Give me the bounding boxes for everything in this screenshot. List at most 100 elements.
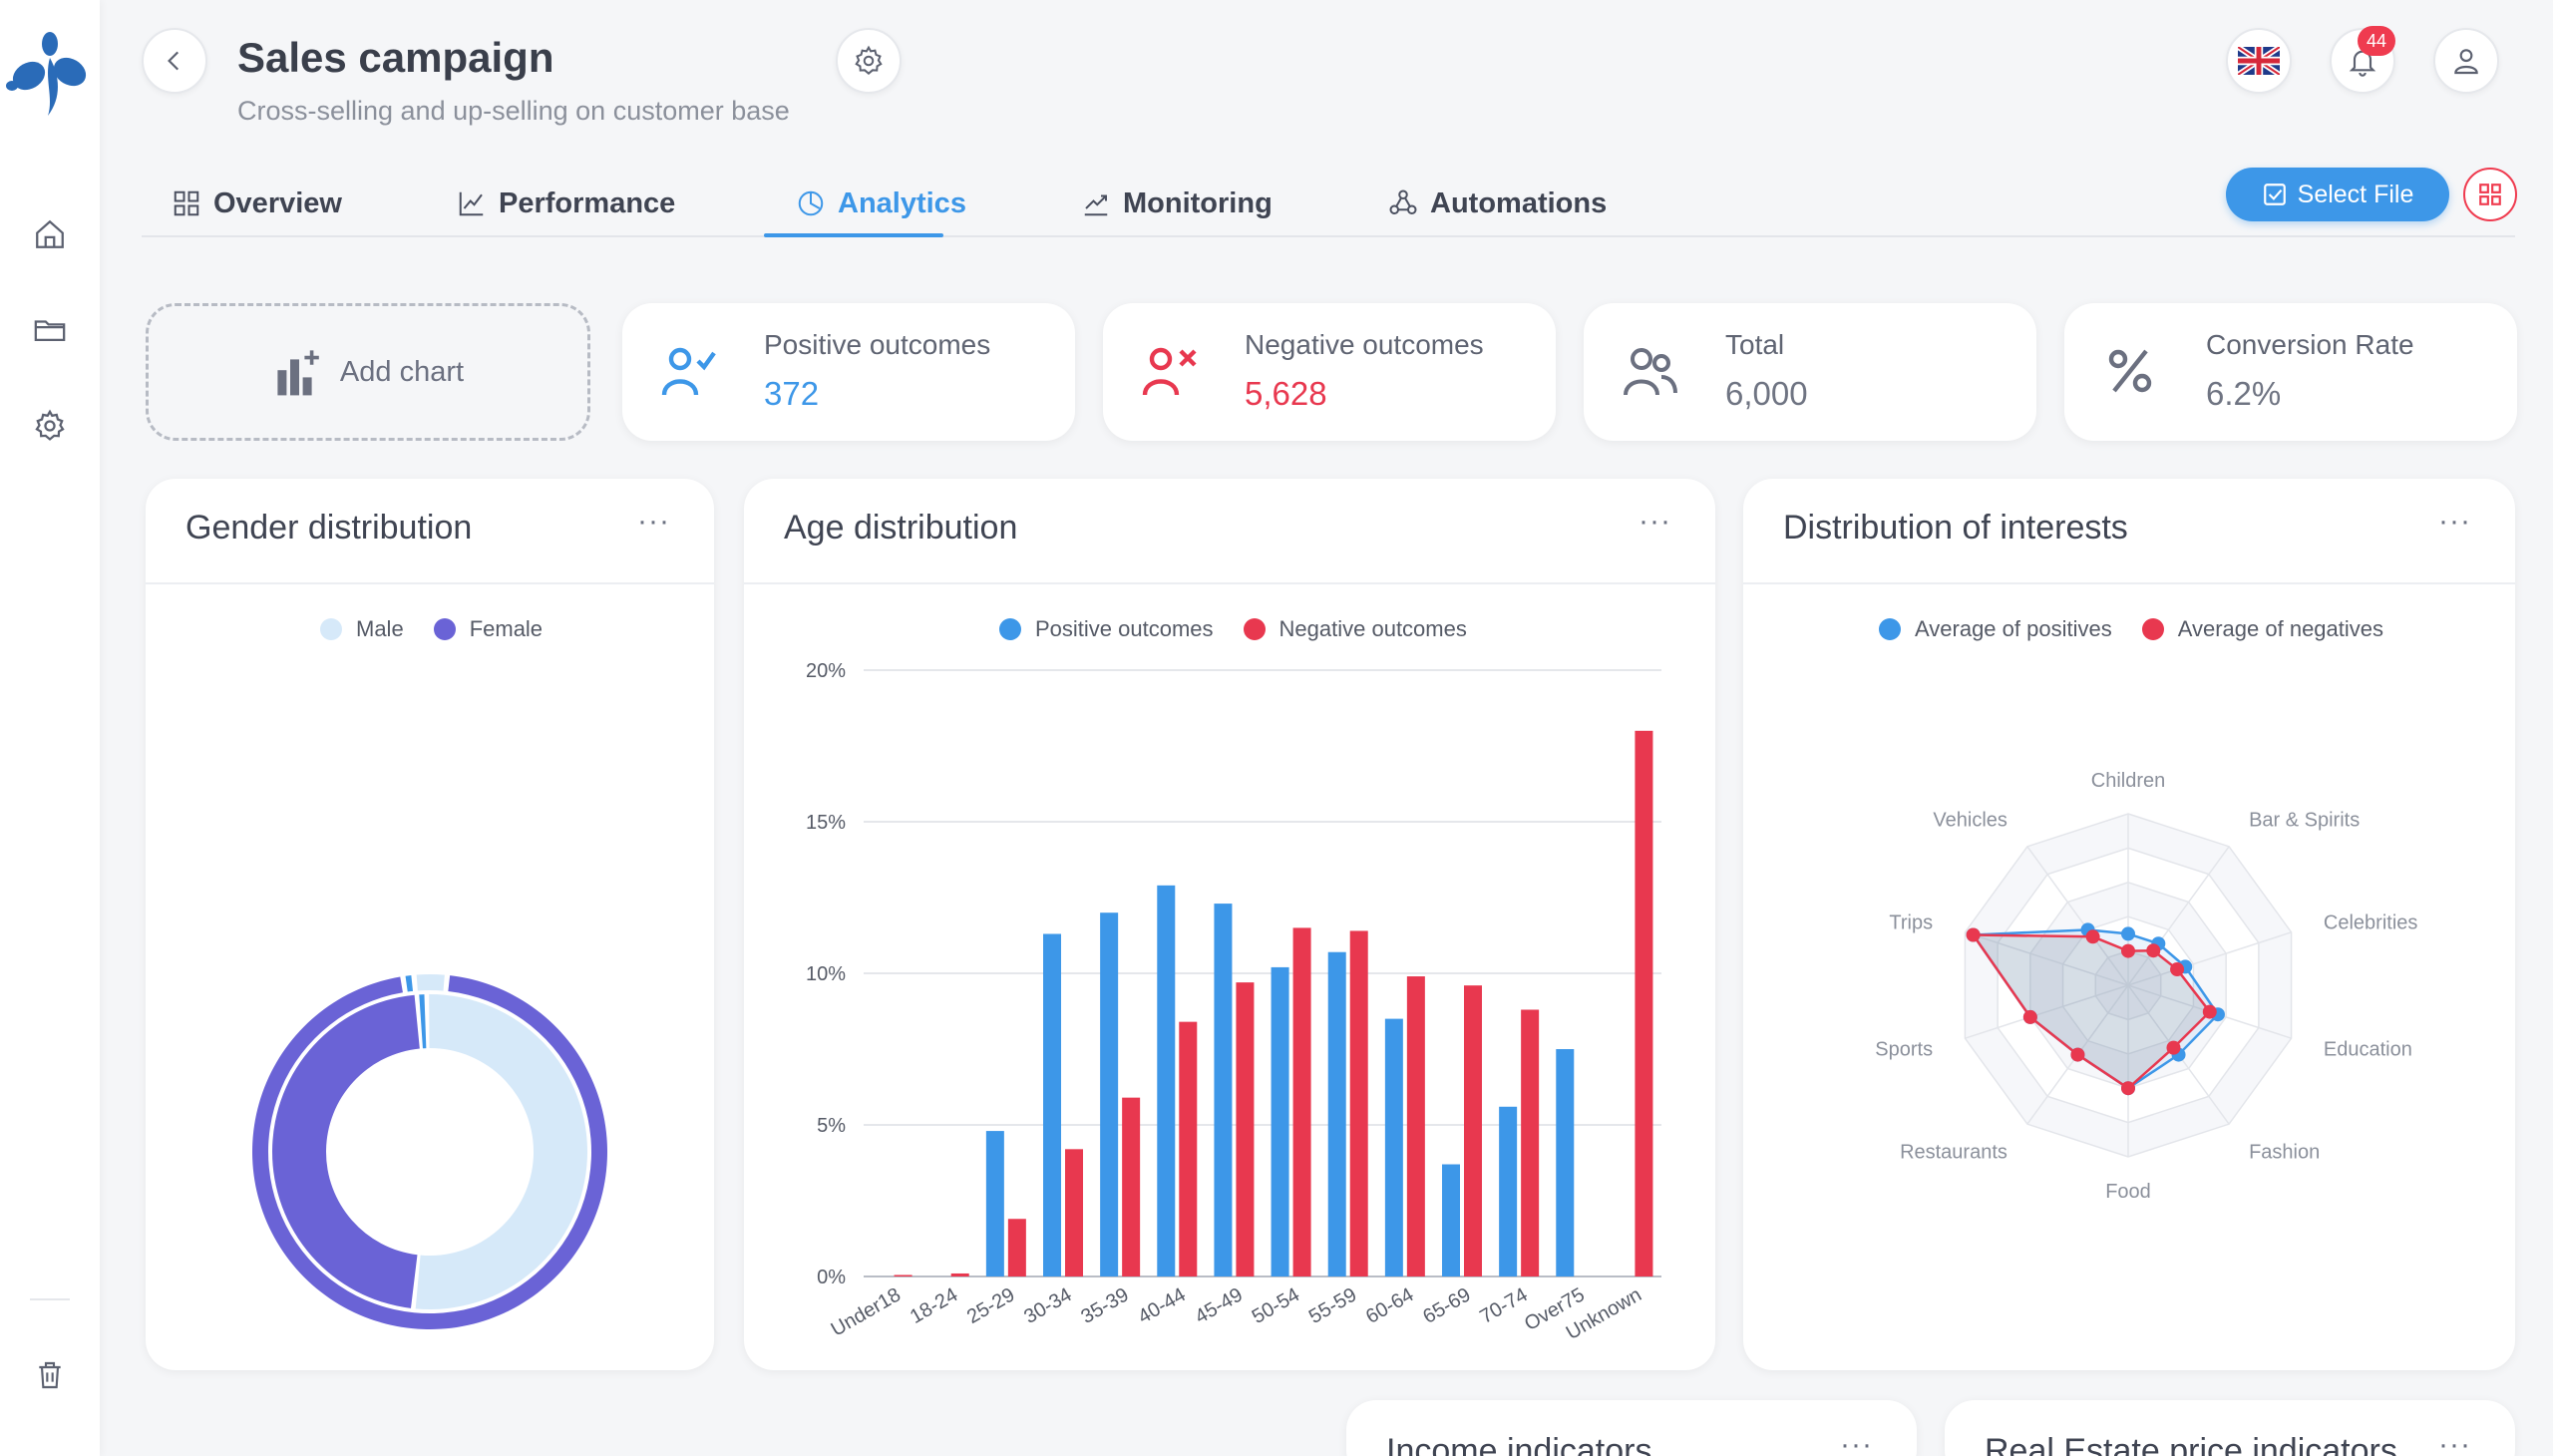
negatives-point	[2085, 929, 2100, 944]
radar-category-label: Vehicles	[1933, 809, 2007, 831]
grid-icon	[2479, 183, 2501, 205]
negatives-point	[2022, 1009, 2037, 1024]
positive-bar	[1327, 951, 1346, 1276]
settings-nav[interactable]	[25, 401, 75, 451]
kpi-negative-outcomes: Negative outcomes 5,628	[1103, 303, 1556, 441]
positive-bar	[1157, 885, 1176, 1276]
sidebar	[0, 0, 100, 1456]
panel-menu-button[interactable]: ···	[1840, 1428, 1873, 1456]
panel-divider	[146, 582, 714, 584]
kpi-label: Total	[1725, 329, 1785, 360]
x-tick-label: 18-24	[907, 1283, 961, 1328]
gear-icon	[35, 409, 65, 441]
trash-nav[interactable]	[25, 1350, 75, 1400]
negatives-point	[2146, 943, 2161, 958]
positive-bar	[1043, 933, 1061, 1276]
positive-bar	[1499, 1106, 1518, 1276]
negative-bar	[1007, 1219, 1026, 1276]
layout-grid-button[interactable]	[2463, 168, 2517, 221]
tab-bar: Overview Performance Analytics Monitorin…	[142, 170, 2515, 237]
line-chart-icon	[459, 191, 484, 216]
panel-title: Real Estate price indicators	[1985, 1432, 2397, 1456]
add-chart-button[interactable]: Add chart	[146, 303, 590, 441]
grid-icon	[174, 190, 199, 216]
radar-category-label: Food	[2105, 1181, 2151, 1203]
x-tick-label: 45-49	[1192, 1283, 1247, 1328]
negative-bar	[1236, 982, 1255, 1276]
tab-performance[interactable]: Performance	[457, 170, 675, 237]
legend-swatch-positive	[999, 618, 1021, 640]
pie-chart-icon	[798, 190, 824, 216]
radar-category-label: Children	[2091, 770, 2165, 792]
x-tick-label: 65-69	[1419, 1283, 1474, 1328]
tab-overview[interactable]: Overview	[172, 170, 342, 237]
active-tab-indicator	[764, 233, 943, 237]
legend-swatch-positives	[1879, 618, 1901, 640]
negatives-point	[2070, 1047, 2085, 1062]
x-tick-label: 40-44	[1134, 1283, 1189, 1328]
real-estate-indicators-panel: Real Estate price indicators ···	[1945, 1400, 2515, 1456]
radar-axis	[1965, 931, 2129, 986]
users-icon	[1624, 348, 1677, 396]
notification-count-badge: 44	[2358, 26, 2395, 56]
language-button[interactable]	[2226, 28, 2292, 94]
x-tick-label: 30-34	[1020, 1283, 1075, 1328]
file-check-icon	[2263, 183, 2286, 205]
panel-menu-button[interactable]: ···	[2438, 505, 2471, 538]
kpi-conversion-rate: Conversion Rate 6.2%	[2064, 303, 2517, 441]
tab-analytics[interactable]: Analytics	[796, 170, 966, 237]
gender-donut-chart	[251, 974, 607, 1329]
panel-title: Distribution of interests	[1783, 509, 2128, 546]
outer-ring-unknown-slice	[405, 974, 414, 992]
x-tick-label: Under18	[828, 1283, 905, 1340]
legend-swatch-negatives	[2141, 618, 2164, 640]
tab-label: Analytics	[838, 186, 966, 219]
outer-ring-male-slice	[416, 974, 445, 991]
kpi-label: Conversion Rate	[2206, 329, 2414, 360]
tab-automations[interactable]: Automations	[1388, 170, 1607, 237]
nodes-icon	[1389, 189, 1417, 214]
radar-axis	[2127, 846, 2230, 986]
tab-monitoring[interactable]: Monitoring	[1081, 170, 1273, 237]
negative-bar	[1464, 985, 1482, 1276]
panel-menu-button[interactable]: ···	[637, 505, 670, 538]
kpi-value: 372	[764, 375, 820, 412]
negative-bar	[1635, 730, 1653, 1276]
home-nav[interactable]	[25, 209, 75, 259]
positive-bar	[1271, 966, 1289, 1276]
kpi-total: Total 6,000	[1584, 303, 2036, 441]
negative-bar	[1406, 976, 1425, 1276]
x-tick-label: 35-39	[1077, 1283, 1132, 1328]
select-file-label: Select File	[2297, 180, 2414, 208]
chart-legend: Positive outcomes Negative outcomes	[999, 616, 1467, 642]
income-indicators-panel: Income indicators ···	[1346, 1400, 1917, 1456]
panel-menu-button[interactable]: ···	[2438, 1428, 2471, 1456]
legend-label-positive: Positive outcomes	[1035, 616, 1214, 641]
negative-bar	[1292, 927, 1311, 1276]
legend-swatch-female	[433, 618, 456, 640]
brand-logo	[6, 32, 87, 116]
radar-category-label: Sports	[1875, 1039, 1933, 1061]
gender-distribution-panel: Gender distribution ··· Male Female	[146, 479, 714, 1370]
campaign-settings-button[interactable]	[836, 28, 902, 94]
negatives-point	[2121, 1081, 2135, 1096]
select-file-button[interactable]: Select File	[2226, 168, 2449, 221]
panel-title: Age distribution	[784, 509, 1018, 546]
radar-category-label: Fashion	[2249, 1142, 2320, 1164]
negatives-point	[2202, 1004, 2217, 1019]
y-tick-label: 15%	[806, 812, 846, 834]
panel-menu-button[interactable]: ···	[1639, 505, 1671, 538]
page-subtitle: Cross-selling and up-selling on customer…	[237, 96, 790, 126]
gear-icon	[855, 45, 883, 75]
negatives-point	[2170, 962, 2185, 977]
user-profile-button[interactable]	[2433, 28, 2499, 94]
age-distribution-panel: Age distribution ··· Positive outcomes N…	[744, 479, 1715, 1370]
back-button[interactable]	[142, 28, 207, 94]
chevron-left-icon	[168, 51, 180, 71]
sidebar-divider	[30, 1298, 70, 1300]
legend-swatch-male	[320, 618, 342, 640]
folder-icon	[34, 320, 66, 342]
folder-nav[interactable]	[25, 305, 75, 355]
radar-category-label: Celebrities	[2324, 911, 2417, 933]
radar-axis	[2026, 846, 2129, 986]
